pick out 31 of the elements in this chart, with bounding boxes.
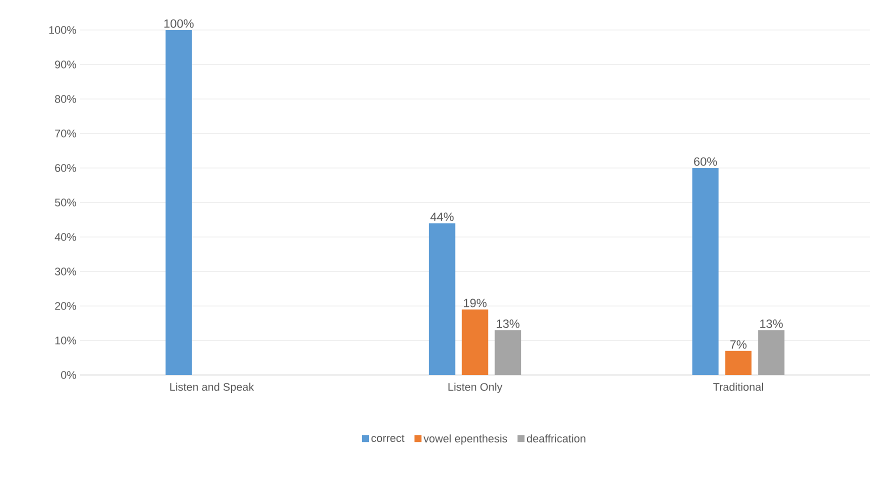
y-tick-label: 80%: [55, 95, 76, 103]
data-label: 13%: [760, 319, 783, 328]
y-tick-label: 20%: [55, 302, 76, 310]
legend-label: correct: [371, 434, 404, 442]
data-label: 19%: [464, 298, 487, 308]
y-tick-label: 40%: [54, 233, 76, 241]
bar: [166, 30, 192, 375]
y-tick-label: 100%: [49, 26, 76, 34]
bar: [692, 168, 719, 375]
y-tick-label: 30%: [54, 268, 76, 276]
legend-label: deaffrication: [526, 434, 586, 442]
bar: [758, 330, 784, 375]
bar: [494, 330, 522, 375]
y-tick-label: 0%: [61, 371, 76, 379]
data-label: 100%: [164, 19, 194, 28]
x-tick-label: Traditional: [713, 382, 763, 391]
y-tick-label: 60%: [55, 164, 76, 172]
data-label: 13%: [496, 319, 520, 328]
y-tick-label: 90%: [55, 60, 76, 68]
data-label: 7%: [730, 340, 747, 349]
y-tick-label: 70%: [55, 130, 76, 138]
legend-label: vowel epenthesis: [423, 434, 508, 445]
x-tick-label: Listen and Speak: [170, 382, 254, 393]
y-tick-label: 10%: [55, 336, 76, 344]
bar: [462, 309, 488, 375]
bar: [428, 223, 456, 375]
data-label: 60%: [694, 157, 717, 166]
data-label: 44%: [430, 212, 454, 221]
x-tick-label: Listen Only: [448, 382, 502, 393]
bar: [725, 350, 752, 375]
y-tick-label: 50%: [54, 198, 76, 206]
